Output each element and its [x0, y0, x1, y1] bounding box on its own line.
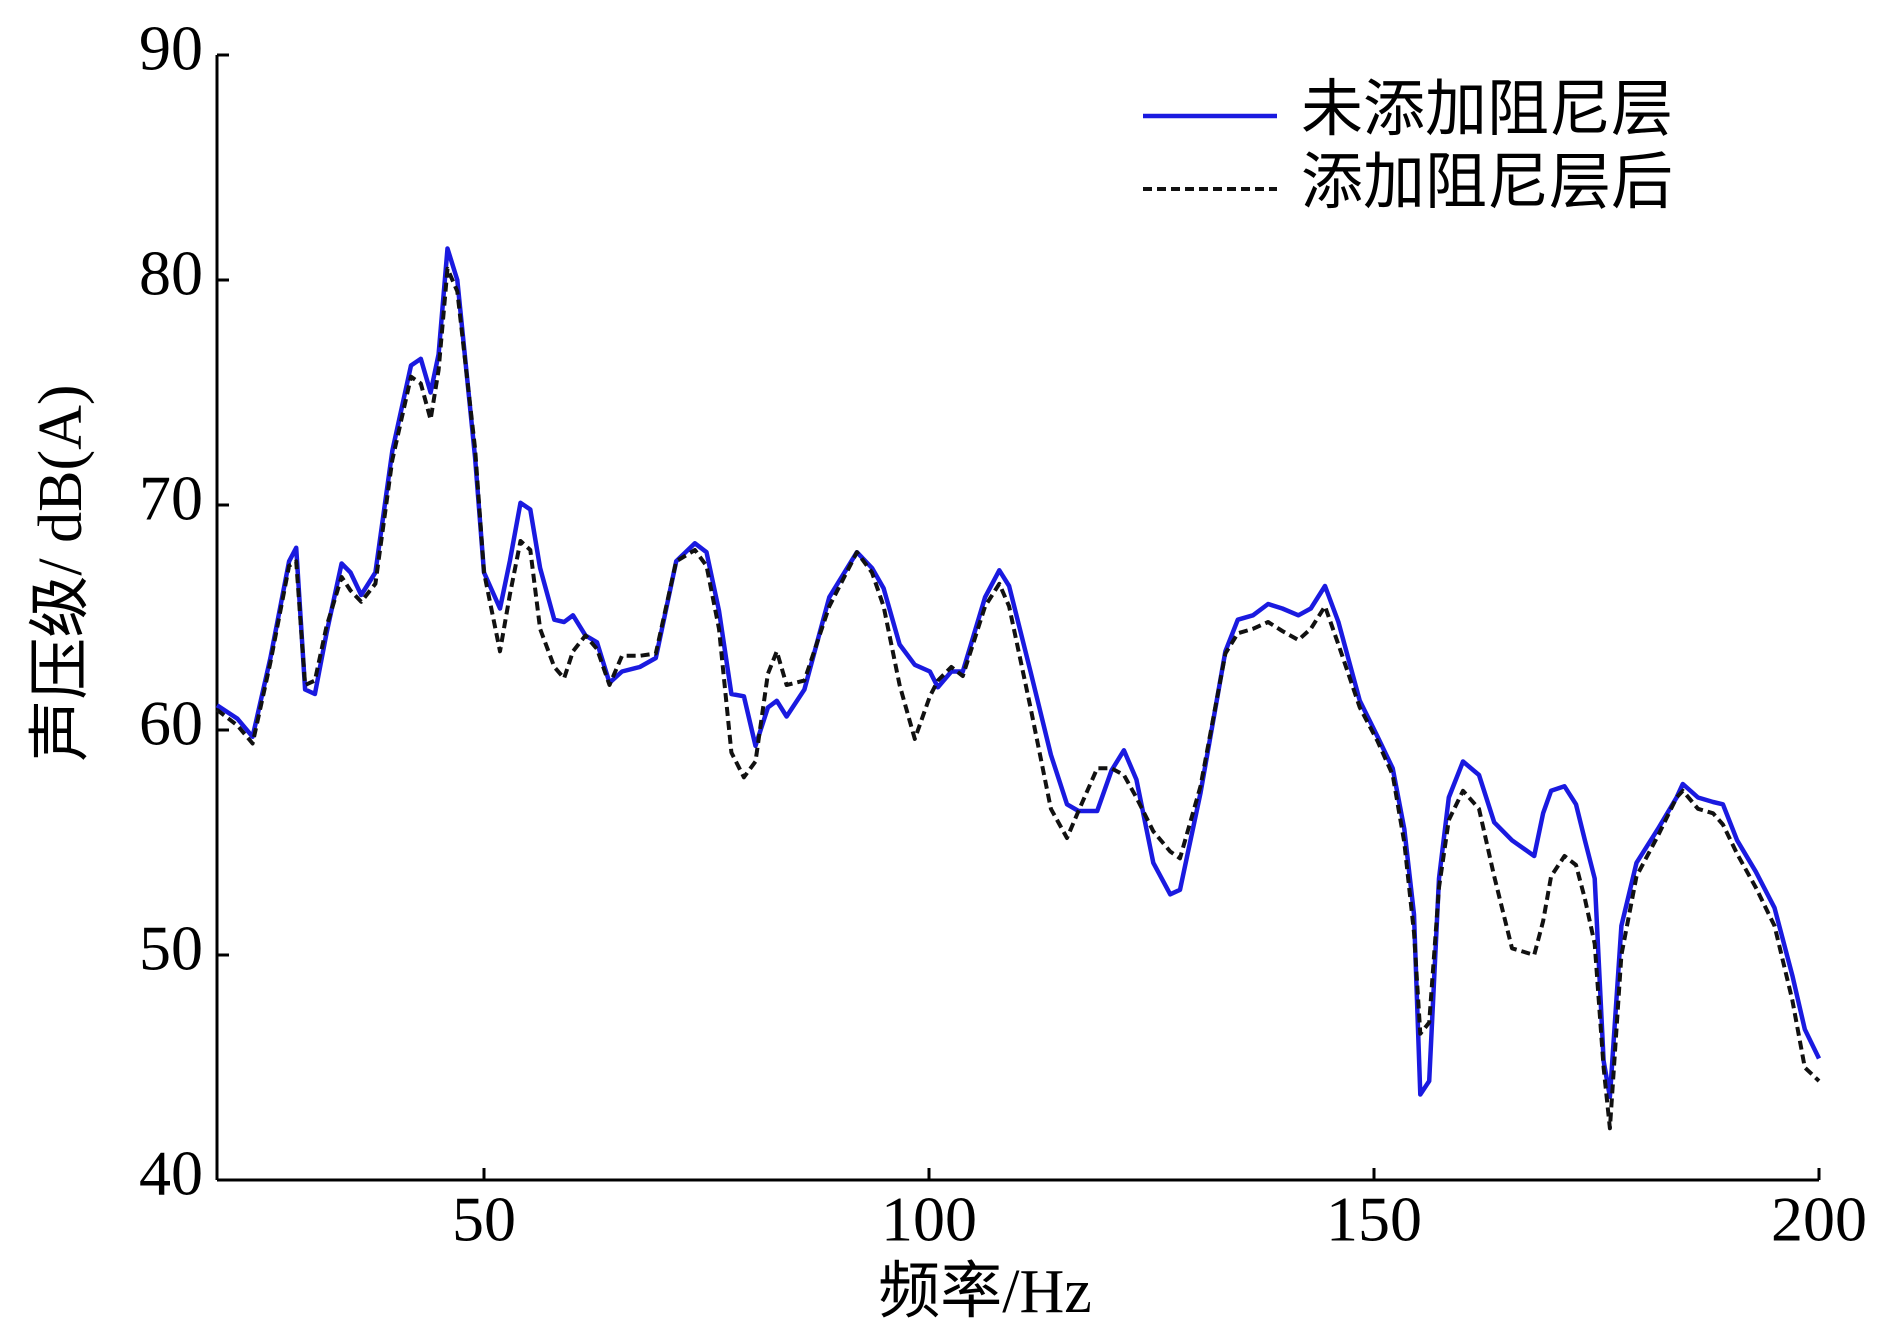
y-tick-label: 80	[139, 238, 203, 309]
y-tick-label: 50	[139, 913, 203, 984]
x-tick-label: 100	[881, 1184, 977, 1255]
line-series	[215, 266, 1821, 1131]
line-series	[215, 246, 1822, 1100]
y-tick-label: 60	[139, 688, 203, 759]
y-axis-label: 声压级/ dB(A)	[27, 384, 95, 761]
y-tick-label: 70	[139, 463, 203, 534]
legend-label: 添加阻尼层后	[1301, 149, 1673, 217]
x-tick-label: 50	[452, 1184, 516, 1255]
x-tick-label: 200	[1771, 1184, 1867, 1255]
y-tick-label: 40	[139, 1138, 203, 1209]
y-tick-label: 90	[139, 13, 203, 84]
x-axis-label: 频率/Hz	[878, 1258, 1092, 1326]
legend-label: 未添加阻尼层	[1301, 76, 1673, 144]
x-tick-label: 150	[1326, 1184, 1422, 1255]
